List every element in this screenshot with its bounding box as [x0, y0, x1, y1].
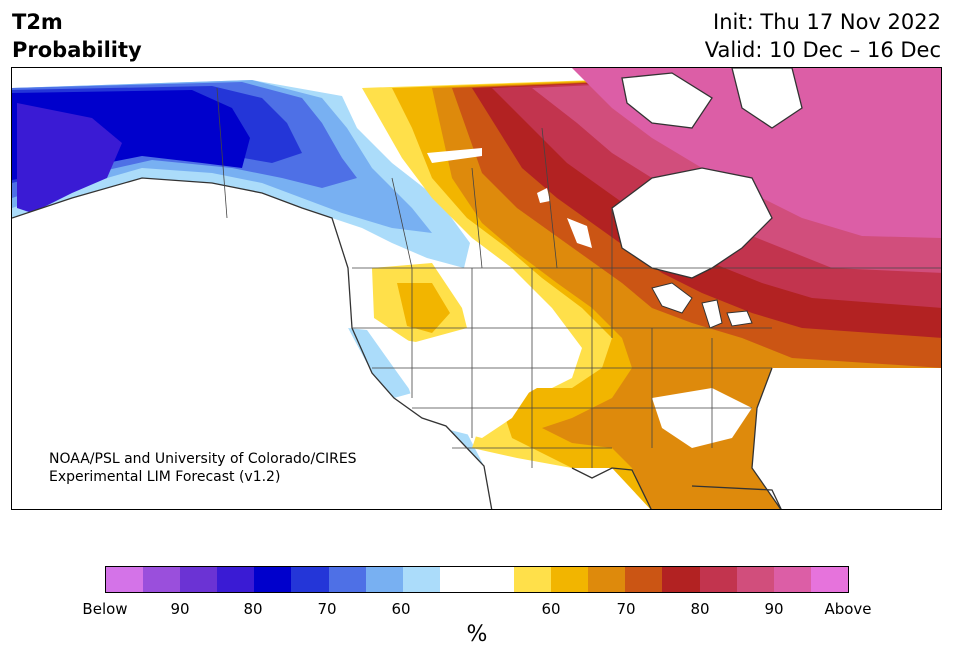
colorbar-swatch — [736, 567, 774, 592]
colorbar-swatch — [551, 567, 589, 592]
colorbar-tick-label: 80 — [243, 600, 263, 618]
political-borders — [216, 87, 941, 468]
coastlines — [12, 68, 803, 509]
credit-line-1: NOAA/PSL and University of Colorado/CIRE… — [49, 451, 357, 467]
colorbar-swatch — [625, 567, 663, 592]
colorbar-swatch — [588, 567, 626, 592]
hudson-bay — [612, 168, 772, 278]
colorbar-tick-label: 60 — [391, 600, 411, 618]
colorbar-swatch — [291, 567, 329, 592]
great-lakes — [651, 282, 753, 329]
units-label: % — [466, 622, 488, 647]
colorbar-tick-label: 60 — [541, 600, 561, 618]
plains-neutral — [512, 318, 577, 368]
colorbar — [105, 566, 849, 593]
colorbar-tick-label: 90 — [170, 600, 190, 618]
colorbar-swatch — [180, 567, 218, 592]
colorbar-swatch — [402, 567, 440, 592]
canadian-lakes — [427, 148, 592, 248]
atlantic-ocean — [752, 368, 941, 509]
colorbar-swatch — [699, 567, 737, 592]
colorbar-swatch — [143, 567, 181, 592]
colorbar-swatch — [328, 567, 366, 592]
colorbar-swatch — [106, 567, 144, 592]
colorbar-swatch — [217, 567, 255, 592]
colorbar-swatch — [439, 567, 477, 592]
title-block: T2m Probability — [12, 8, 142, 64]
colorbar-swatch — [773, 567, 811, 592]
colorbar-swatch — [662, 567, 700, 592]
colorbar-tick-label: 80 — [690, 600, 710, 618]
southeast-neutral — [652, 388, 752, 448]
colorbar-swatch — [476, 567, 515, 592]
colorbar-tick-label: Above — [824, 600, 872, 618]
colorbar-tick-label: 90 — [764, 600, 784, 618]
credit-line-2: Experimental LIM Forecast (v1.2) — [49, 469, 281, 485]
colorbar-swatch — [254, 567, 292, 592]
colorbar-swatch — [514, 567, 552, 592]
variable-name: T2m — [12, 10, 63, 34]
init-date: Init: Thu 17 Nov 2022 — [713, 10, 941, 34]
colorbar-swatch — [810, 567, 848, 592]
interior-west-neutral — [392, 338, 532, 438]
valid-range: Valid: 10 Dec – 16 Dec — [704, 38, 941, 62]
colorbar-tick-label: 70 — [616, 600, 636, 618]
colorbar-tick-label: 70 — [317, 600, 337, 618]
field-name: Probability — [12, 38, 142, 62]
date-block: Init: Thu 17 Nov 2022 Valid: 10 Dec – 16… — [705, 8, 941, 64]
map-panel: NOAA/PSL and University of Colorado/CIRE… — [11, 67, 942, 510]
pacific-ocean — [12, 178, 492, 509]
colorbar-swatch — [365, 567, 403, 592]
below-90-region — [17, 103, 122, 213]
credit-text: NOAA/PSL and University of Colorado/CIRE… — [49, 450, 357, 486]
colorbar-tick-label: Below — [82, 600, 128, 618]
west-coast-below-patch — [348, 328, 412, 398]
probability-map — [12, 68, 941, 509]
